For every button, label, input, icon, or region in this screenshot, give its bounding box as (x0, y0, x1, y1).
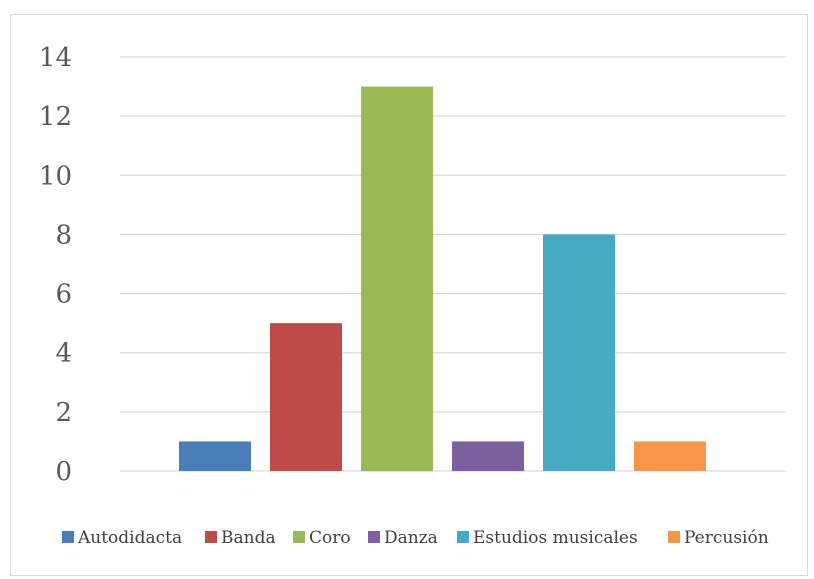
legend-label: Danza (384, 528, 438, 548)
y-tick-label: 6 (55, 280, 72, 310)
legend-swatch (205, 531, 217, 543)
y-tick-label: 0 (55, 457, 72, 487)
legend-swatch (668, 531, 680, 543)
y-tick-label: 10 (39, 161, 72, 191)
y-tick-label: 4 (55, 339, 72, 369)
bar-estudios-musicales (543, 234, 615, 471)
y-tick-label: 2 (55, 398, 72, 428)
legend-swatch (457, 531, 469, 543)
bar-coro (361, 86, 433, 472)
bars (179, 86, 706, 472)
legend-label: Estudios musicales (473, 528, 638, 548)
bar-banda (270, 323, 342, 471)
y-axis-ticks: 0 2 4 6 8 10 12 14 (39, 43, 72, 487)
legend-swatch (368, 531, 380, 543)
bar-autodidacta (179, 441, 251, 471)
gridlines (120, 56, 786, 472)
legend: Autodidacta Banda Coro Danza Estudios musica… (62, 528, 769, 548)
legend-label: Banda (221, 528, 276, 548)
bar-danza (452, 441, 524, 471)
y-tick-label: 8 (55, 220, 72, 250)
legend-swatch (293, 531, 305, 543)
legend-label: Autodidacta (77, 528, 182, 548)
legend-label: Percusión (684, 528, 769, 548)
bar-percusión (634, 441, 706, 471)
legend-swatch (62, 531, 74, 543)
y-tick-label: 14 (39, 43, 72, 73)
legend-label: Coro (309, 528, 351, 548)
y-tick-label: 12 (39, 102, 72, 132)
